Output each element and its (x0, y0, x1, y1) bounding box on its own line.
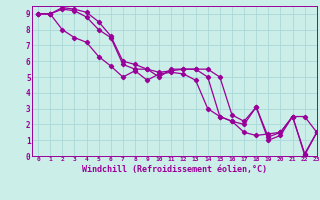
X-axis label: Windchill (Refroidissement éolien,°C): Windchill (Refroidissement éolien,°C) (82, 165, 267, 174)
